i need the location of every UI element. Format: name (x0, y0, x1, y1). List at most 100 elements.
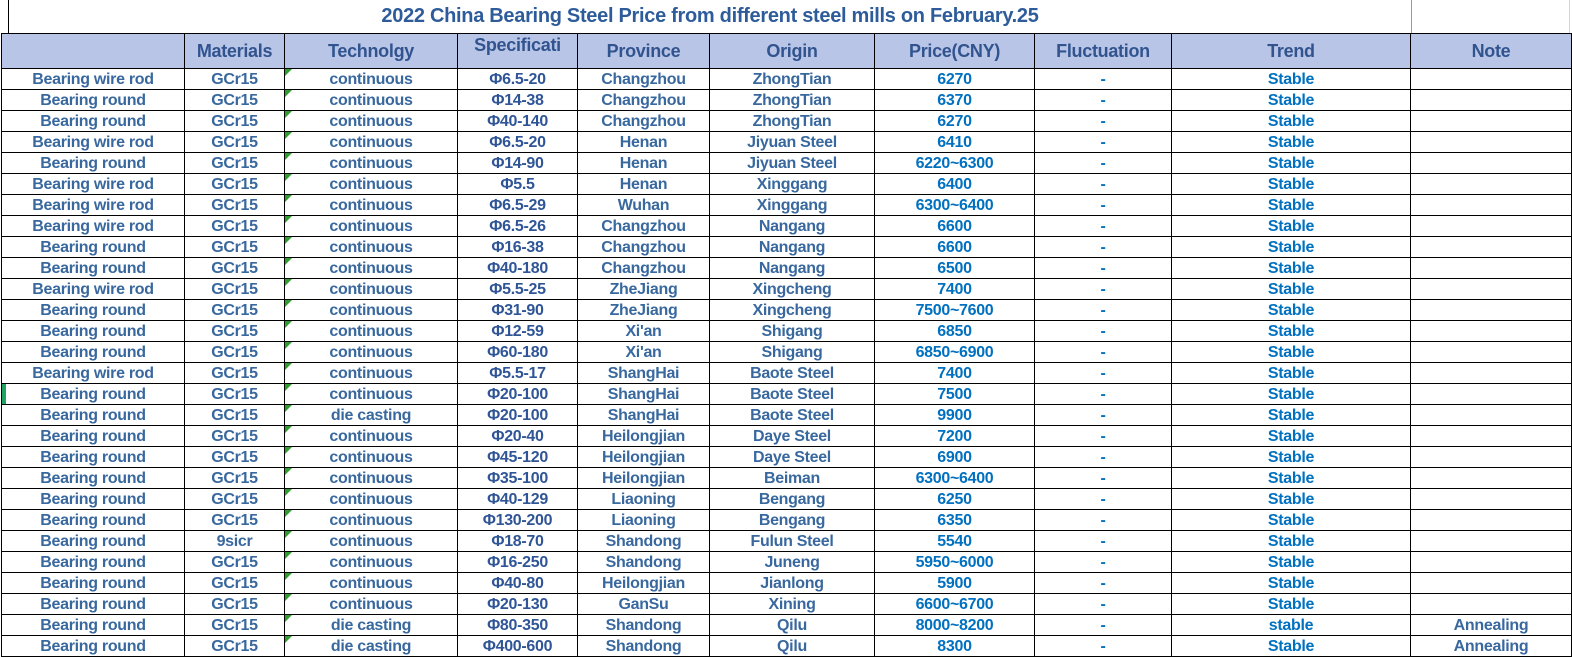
cell-product[interactable]: Bearing round (1, 572, 185, 594)
cell-province[interactable]: Wuhan (577, 194, 710, 216)
cell-fluctuation[interactable]: - (1034, 236, 1172, 258)
cell-product[interactable]: Bearing round (1, 488, 185, 510)
cell-trend[interactable]: Stable (1171, 68, 1411, 90)
cell-note[interactable] (1410, 551, 1572, 573)
cell-specification[interactable]: Φ5.5-25 (457, 278, 578, 300)
cell-note[interactable] (1410, 131, 1572, 153)
cell-trend[interactable]: Stable (1171, 551, 1411, 573)
header-technology[interactable]: Technolgy (284, 33, 458, 69)
cell-origin[interactable]: Baote Steel (709, 362, 875, 384)
cell-technology[interactable]: continuous (284, 341, 458, 363)
cell-origin[interactable]: Qilu (709, 635, 875, 657)
cell-trend[interactable]: Stable (1171, 194, 1411, 216)
cell-province[interactable]: Liaoning (577, 509, 710, 531)
cell-fluctuation[interactable]: - (1034, 257, 1172, 279)
cell-province[interactable]: ShangHai (577, 362, 710, 384)
cell-origin[interactable]: Qilu (709, 614, 875, 636)
cell-province[interactable]: Henan (577, 131, 710, 153)
cell-product[interactable]: Bearing round (1, 341, 185, 363)
cell-product[interactable]: Bearing round (1, 425, 185, 447)
cell-product[interactable]: Bearing round (1, 236, 185, 258)
cell-fluctuation[interactable]: - (1034, 593, 1172, 615)
cell-origin[interactable]: Xining (709, 593, 875, 615)
cell-province[interactable]: Shandong (577, 551, 710, 573)
cell-price[interactable]: 7500 (874, 383, 1035, 405)
cell-note[interactable] (1410, 446, 1572, 468)
cell-trend[interactable]: Stable (1171, 530, 1411, 552)
cell-technology[interactable]: continuous (284, 89, 458, 111)
cell-note[interactable] (1410, 341, 1572, 363)
cell-origin[interactable]: Nangang (709, 257, 875, 279)
cell-technology[interactable]: continuous (284, 236, 458, 258)
cell-specification[interactable]: Φ20-40 (457, 425, 578, 447)
cell-materials[interactable]: GCr15 (184, 152, 285, 174)
cell-origin[interactable]: Jiyuan Steel (709, 152, 875, 174)
cell-province[interactable]: ShangHai (577, 404, 710, 426)
cell-specification[interactable]: Φ14-90 (457, 152, 578, 174)
cell-note[interactable] (1410, 488, 1572, 510)
cell-trend[interactable]: Stable (1171, 509, 1411, 531)
cell-origin[interactable]: Daye Steel (709, 425, 875, 447)
cell-trend[interactable]: Stable (1171, 215, 1411, 237)
cell-fluctuation[interactable]: - (1034, 215, 1172, 237)
cell-trend[interactable]: Stable (1171, 404, 1411, 426)
cell-trend[interactable]: Stable (1171, 236, 1411, 258)
cell-materials[interactable]: GCr15 (184, 89, 285, 111)
cell-materials[interactable]: GCr15 (184, 572, 285, 594)
cell-price[interactable]: 6600~6700 (874, 593, 1035, 615)
cell-price[interactable]: 8000~8200 (874, 614, 1035, 636)
header-materials[interactable]: Materials (184, 33, 285, 69)
cell-technology[interactable]: die casting (284, 404, 458, 426)
cell-fluctuation[interactable]: - (1034, 341, 1172, 363)
cell-fluctuation[interactable]: - (1034, 530, 1172, 552)
cell-materials[interactable]: GCr15 (184, 215, 285, 237)
cell-technology[interactable]: continuous (284, 488, 458, 510)
cell-product[interactable]: Bearing round (1, 593, 185, 615)
cell-price[interactable]: 5900 (874, 572, 1035, 594)
cell-origin[interactable]: Shigang (709, 320, 875, 342)
cell-fluctuation[interactable]: - (1034, 551, 1172, 573)
cell-province[interactable]: ZheJiang (577, 299, 710, 321)
cell-province[interactable]: Shandong (577, 614, 710, 636)
cell-fluctuation[interactable]: - (1034, 68, 1172, 90)
cell-note[interactable] (1410, 68, 1572, 90)
cell-materials[interactable]: GCr15 (184, 425, 285, 447)
cell-fluctuation[interactable]: - (1034, 194, 1172, 216)
page-title[interactable]: 2022 China Bearing Steel Price from diff… (8, 0, 1412, 33)
header-province[interactable]: Province (577, 33, 710, 69)
cell-materials[interactable]: GCr15 (184, 194, 285, 216)
cell-province[interactable]: Xi'an (577, 320, 710, 342)
cell-note[interactable] (1410, 530, 1572, 552)
cell-trend[interactable]: Stable (1171, 152, 1411, 174)
cell-specification[interactable]: Φ35-100 (457, 467, 578, 489)
cell-price[interactable]: 6250 (874, 488, 1035, 510)
cell-price[interactable]: 9900 (874, 404, 1035, 426)
cell-specification[interactable]: Φ6.5-20 (457, 131, 578, 153)
cell-materials[interactable]: GCr15 (184, 257, 285, 279)
cell-technology[interactable]: continuous (284, 593, 458, 615)
cell-technology[interactable]: continuous (284, 467, 458, 489)
cell-product[interactable]: Bearing wire rod (1, 194, 185, 216)
header-fluctuation[interactable]: Fluctuation (1034, 33, 1172, 69)
cell-materials[interactable]: GCr15 (184, 131, 285, 153)
cell-materials[interactable]: GCr15 (184, 341, 285, 363)
cell-technology[interactable]: continuous (284, 215, 458, 237)
cell-fluctuation[interactable]: - (1034, 131, 1172, 153)
cell-technology[interactable]: continuous (284, 509, 458, 531)
cell-specification[interactable]: Φ45-120 (457, 446, 578, 468)
cell-materials[interactable]: GCr15 (184, 404, 285, 426)
cell-trend[interactable]: Stable (1171, 467, 1411, 489)
cell-trend[interactable]: Stable (1171, 425, 1411, 447)
cell-materials[interactable]: GCr15 (184, 446, 285, 468)
cell-price[interactable]: 7200 (874, 425, 1035, 447)
cell-province[interactable]: Changzhou (577, 236, 710, 258)
cell-specification[interactable]: Φ6.5-20 (457, 68, 578, 90)
cell-fluctuation[interactable]: - (1034, 320, 1172, 342)
cell-materials[interactable]: GCr15 (184, 299, 285, 321)
cell-province[interactable]: Changzhou (577, 215, 710, 237)
cell-specification[interactable]: Φ80-350 (457, 614, 578, 636)
cell-province[interactable]: Shandong (577, 635, 710, 657)
cell-fluctuation[interactable]: - (1034, 383, 1172, 405)
cell-fluctuation[interactable]: - (1034, 635, 1172, 657)
cell-product[interactable]: Bearing round (1, 509, 185, 531)
